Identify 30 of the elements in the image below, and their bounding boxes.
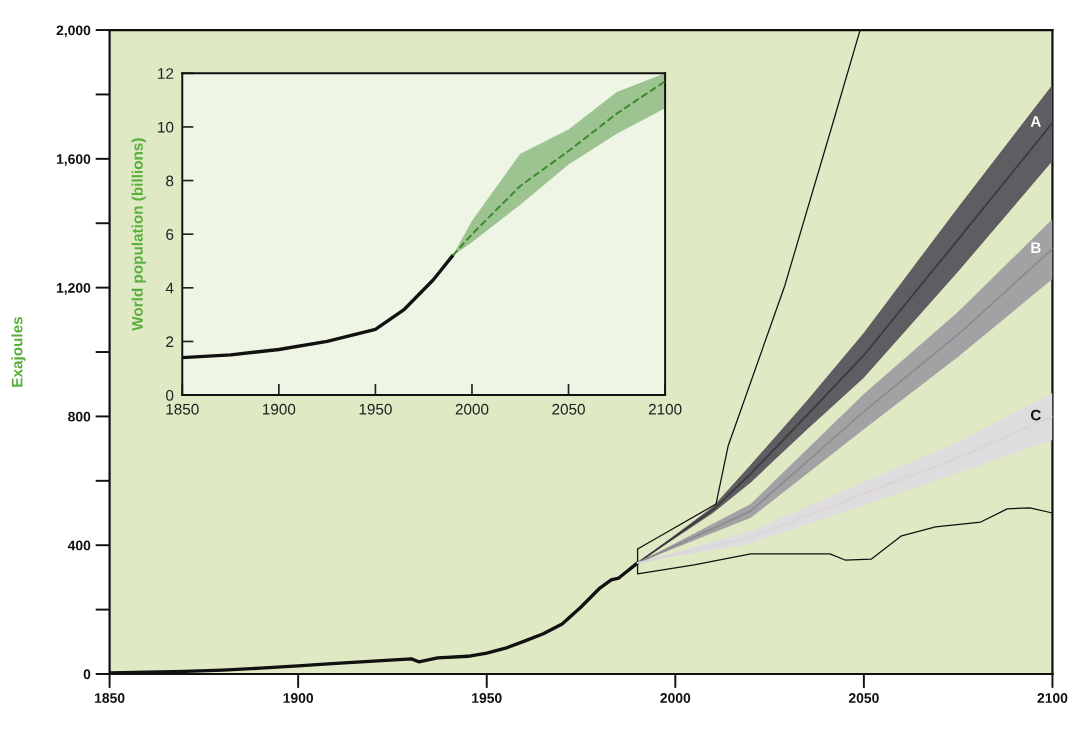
y-tick-label: 0 [83, 669, 91, 680]
y-tick-label: 1,600 [56, 154, 91, 167]
y-tick-label: 10 [158, 121, 174, 133]
annotation: A [1030, 116, 1041, 127]
y-tick-label: 0 [166, 389, 174, 401]
y-axis-title: Exajoules [11, 316, 26, 387]
y-tick-label: 2,000 [56, 25, 91, 38]
x-tick-label: 2050 [848, 693, 879, 703]
x-tick-label: 1900 [283, 693, 314, 703]
x-tick-label: 2100 [648, 403, 682, 415]
x-tick-label: 1900 [263, 403, 296, 415]
y-tick-label: 8 [166, 175, 174, 187]
x-tick-label: 1850 [95, 693, 125, 703]
x-tick-label: 2050 [552, 403, 585, 415]
y-axis-title: World population (billions) [131, 138, 146, 331]
x-tick-label: 2000 [660, 693, 691, 703]
y-tick-label: 2 [166, 336, 174, 347]
x-tick-label: 2100 [1037, 693, 1068, 703]
y-tick-label: 400 [67, 540, 91, 551]
y-tick-label: 800 [68, 411, 91, 422]
annotation: C [1030, 409, 1041, 421]
x-tick-label: 2000 [455, 403, 489, 415]
y-tick-label: 1,200 [56, 282, 91, 295]
x-tick-label: 1850 [166, 403, 199, 415]
x-tick-label: 1950 [359, 403, 392, 415]
x-tick-label: 1950 [472, 693, 502, 703]
y-tick-label: 12 [158, 68, 174, 79]
y-tick-label: 6 [166, 229, 174, 240]
annotation: B [1031, 242, 1041, 253]
y-tick-label: 4 [165, 282, 174, 294]
